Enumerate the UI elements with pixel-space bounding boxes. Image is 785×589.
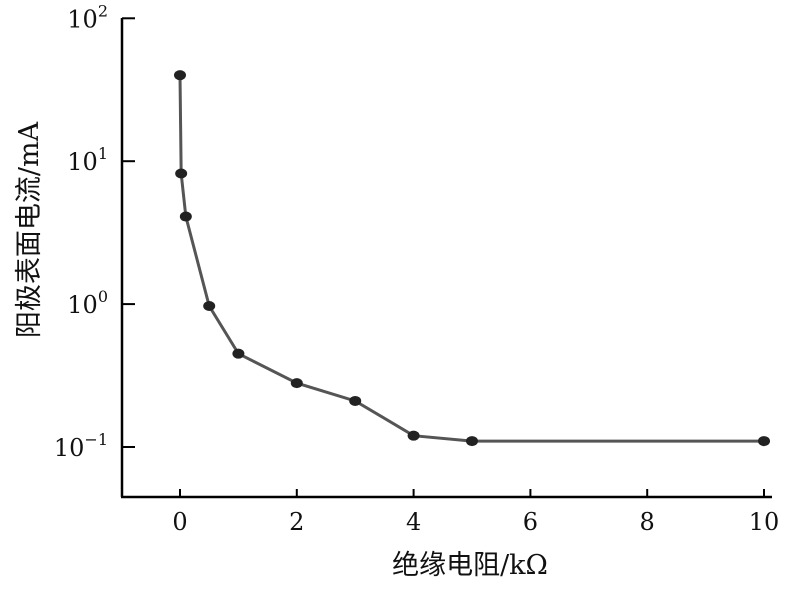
y-tick-label: 101: [67, 144, 108, 176]
x-axis-label: 绝缘电阻/kΩ: [392, 550, 548, 581]
data-point: [290, 378, 303, 389]
y-tick-exponent: −1: [84, 430, 108, 449]
x-tick-label: 0: [172, 508, 187, 536]
y-tick-label: 100: [67, 287, 108, 319]
y-tick-base: 10: [67, 148, 98, 176]
x-tick-label: 6: [523, 508, 538, 536]
data-point: [174, 70, 186, 81]
data-point: [758, 436, 770, 447]
x-tick-label: 10: [749, 508, 780, 536]
series-line: [178, 75, 764, 443]
x-tick-label: 4: [406, 508, 421, 536]
data-point: [232, 348, 245, 359]
axes: [120, 18, 772, 499]
data-point: [407, 430, 420, 441]
data-point: [203, 300, 216, 311]
x-tick-label: 8: [640, 508, 655, 536]
y-tick-exponent: 1: [98, 144, 108, 163]
y-tick-base: 10: [54, 434, 85, 462]
x-tick-label: 2: [289, 508, 304, 536]
y-tick-exponent: 0: [98, 287, 108, 306]
data-point: [466, 436, 478, 447]
y-axis-label: 阳极表面电流/mA: [14, 121, 45, 338]
data-point: [349, 395, 362, 406]
y-tick-base: 10: [67, 5, 98, 33]
data-point: [179, 211, 192, 222]
data-point: [175, 168, 188, 179]
y-tick-label: 10−1: [54, 430, 108, 462]
y-tick-exponent: 2: [98, 1, 108, 20]
y-tick-base: 10: [67, 291, 98, 319]
y-tick-label: 102: [67, 1, 108, 33]
